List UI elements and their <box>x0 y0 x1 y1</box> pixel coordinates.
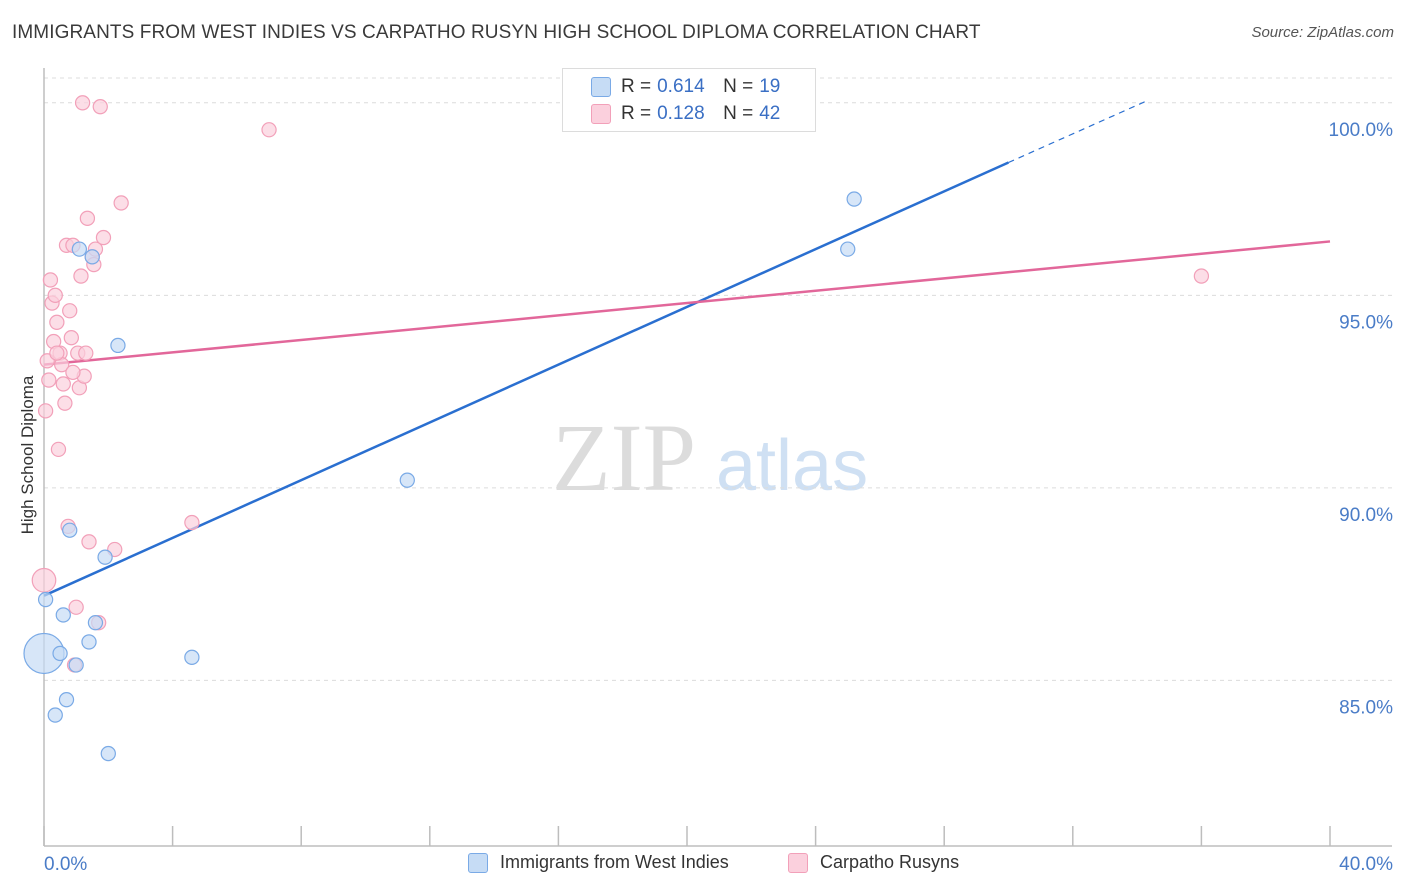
point-carpatho-rusyn <box>184 514 200 531</box>
bottom-legend-label: Carpatho Rusyns <box>820 852 960 872</box>
legend-n-label: N = <box>723 103 754 124</box>
point-carpatho-rusyn <box>49 345 65 361</box>
point-carpatho-rusyn <box>95 229 112 246</box>
legend-r-label: R = <box>621 76 652 97</box>
point-carpatho-rusyn <box>74 95 91 111</box>
chart-title: IMMIGRANTS FROM WEST INDIES VS CARPATHO … <box>12 22 981 43</box>
point-carpatho-rusyn <box>57 395 73 411</box>
point-carpatho-rusyn <box>1193 268 1210 284</box>
point-carpatho-rusyn <box>261 122 277 138</box>
point-carpatho-rusyn <box>62 303 78 319</box>
watermark-atlas: atlas <box>716 426 868 506</box>
legend-r-value: 0.614 <box>657 76 705 97</box>
point-west-indies <box>52 645 68 662</box>
trendline-west-indies-extension <box>1008 100 1147 164</box>
x-tick-label: 40.0% <box>1339 854 1393 875</box>
point-carpatho-rusyn <box>31 567 57 593</box>
data-points <box>23 95 1210 762</box>
grid-lines <box>44 77 1392 681</box>
legend: R = 0.614 N = 19 R = 0.128 N = 42 <box>562 68 816 132</box>
legend-swatch-blue <box>591 77 611 97</box>
point-west-indies <box>71 241 88 257</box>
point-carpatho-rusyn <box>37 403 54 419</box>
point-carpatho-rusyn <box>92 98 108 115</box>
point-west-indies <box>37 591 54 608</box>
y-tick-label: 90.0% <box>1339 505 1393 526</box>
source-label: Source: ZipAtlas.com <box>1251 24 1394 41</box>
point-west-indies <box>62 522 78 538</box>
legend-r-label: R = <box>621 103 652 124</box>
point-west-indies <box>68 657 84 673</box>
legend-row-west-indies: R = 0.614 N = 19 <box>591 75 780 99</box>
point-west-indies <box>58 692 75 708</box>
point-west-indies <box>840 241 856 257</box>
point-carpatho-rusyn <box>42 272 59 288</box>
point-west-indies <box>97 549 113 565</box>
point-carpatho-rusyn <box>73 268 89 284</box>
point-carpatho-rusyn <box>65 364 81 381</box>
bottom-legend-west-indies: Immigrants from West Indies <box>468 852 729 873</box>
legend-n-label: N = <box>723 76 754 97</box>
point-carpatho-rusyn <box>55 376 71 392</box>
point-carpatho-rusyn <box>68 599 84 615</box>
legend-swatch-pink <box>591 104 611 124</box>
point-carpatho-rusyn <box>78 345 94 361</box>
point-west-indies <box>184 649 200 665</box>
trend-lines <box>43 100 1331 597</box>
point-carpatho-rusyn <box>47 287 63 304</box>
legend-row-carpatho-rusyns: R = 0.128 N = 42 <box>591 102 780 126</box>
point-carpatho-rusyn <box>41 372 57 388</box>
point-west-indies <box>110 337 126 354</box>
point-carpatho-rusyn <box>113 195 129 211</box>
point-west-indies <box>399 472 415 488</box>
legend-r-value: 0.128 <box>657 103 705 124</box>
bottom-legend-carpatho-rusyns: Carpatho Rusyns <box>788 852 959 873</box>
tick-labels: 85.0% 90.0% 95.0% 100.0% 0.0% 40.0% <box>44 120 1393 875</box>
axes <box>43 68 1392 847</box>
point-west-indies <box>47 707 63 723</box>
y-tick-label: 100.0% <box>1329 120 1394 141</box>
point-carpatho-rusyn <box>50 441 67 458</box>
y-tick-label: 95.0% <box>1339 312 1393 333</box>
point-west-indies <box>87 614 104 631</box>
point-carpatho-rusyn <box>81 534 97 550</box>
legend-n-value: 19 <box>759 76 781 97</box>
bottom-legend-swatch-pink <box>788 852 808 873</box>
point-west-indies <box>84 249 100 265</box>
point-west-indies <box>846 191 862 207</box>
trendline-carpatho-rusyns <box>43 240 1331 366</box>
trendline-west-indies <box>43 161 1010 597</box>
point-carpatho-rusyn <box>49 314 65 330</box>
bottom-legend-label: Immigrants from West Indies <box>500 852 729 872</box>
legend-n-value: 42 <box>759 103 781 124</box>
point-west-indies <box>100 745 116 762</box>
point-carpatho-rusyn <box>79 210 96 226</box>
x-tick-label: 0.0% <box>44 854 87 875</box>
y-tick-label: 85.0% <box>1339 697 1393 718</box>
point-west-indies <box>55 607 71 623</box>
point-carpatho-rusyn <box>63 330 79 346</box>
watermark-zip: ZIP <box>552 404 696 511</box>
point-west-indies <box>81 634 97 650</box>
bottom-legend-swatch-blue <box>468 852 488 873</box>
